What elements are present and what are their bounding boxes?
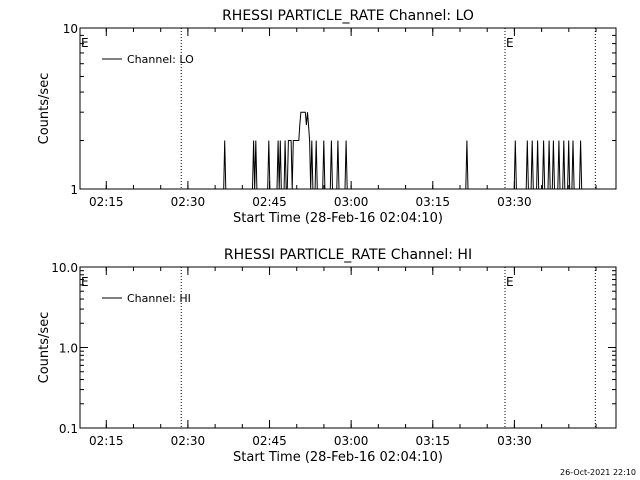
x-tick-label: 03:15 [415, 434, 450, 448]
x-tick-label: 02:30 [171, 195, 206, 209]
x-tick-label: 02:30 [171, 434, 206, 448]
x-tick-label: 02:45 [252, 195, 287, 209]
chart-title: RHESSI PARTICLE_RATE Channel: LO [222, 8, 474, 24]
x-tick-label: 02:15 [89, 434, 124, 448]
y-tick-label: 0.1 [59, 422, 78, 436]
y-tick-label: 10.0 [51, 261, 78, 275]
event-marker-label: E [506, 275, 514, 289]
chart-title: RHESSI PARTICLE_RATE Channel: HI [224, 247, 472, 263]
series-line [80, 111, 616, 190]
x-tick-label: 03:30 [497, 434, 532, 448]
event-marker-label: E [81, 275, 89, 289]
x-axis-label: Start Time (28-Feb-16 02:04:10) [233, 211, 443, 226]
x-tick-label: 02:15 [89, 195, 124, 209]
event-marker-label: E [506, 36, 514, 50]
y-axis-label: Counts/sec [37, 312, 52, 384]
event-marker-label: E [81, 36, 89, 50]
legend-label: Channel: LO [127, 53, 194, 66]
x-tick-label: 03:30 [497, 195, 532, 209]
y-tick-label: 1 [70, 183, 78, 197]
x-tick-label: 03:00 [334, 434, 369, 448]
legend-label: Channel: HI [127, 292, 191, 305]
x-tick-label: 03:15 [415, 195, 450, 209]
x-axis-label: Start Time (28-Feb-16 02:04:10) [233, 450, 443, 465]
y-tick-label: 10 [63, 22, 78, 36]
y-tick-label: 1.0 [59, 342, 78, 356]
footer-timestamp: 26-Oct-2021 22:10 [560, 468, 636, 477]
y-axis-label: Counts/sec [37, 73, 52, 145]
x-tick-label: 02:45 [252, 434, 287, 448]
x-tick-label: 03:00 [334, 195, 369, 209]
